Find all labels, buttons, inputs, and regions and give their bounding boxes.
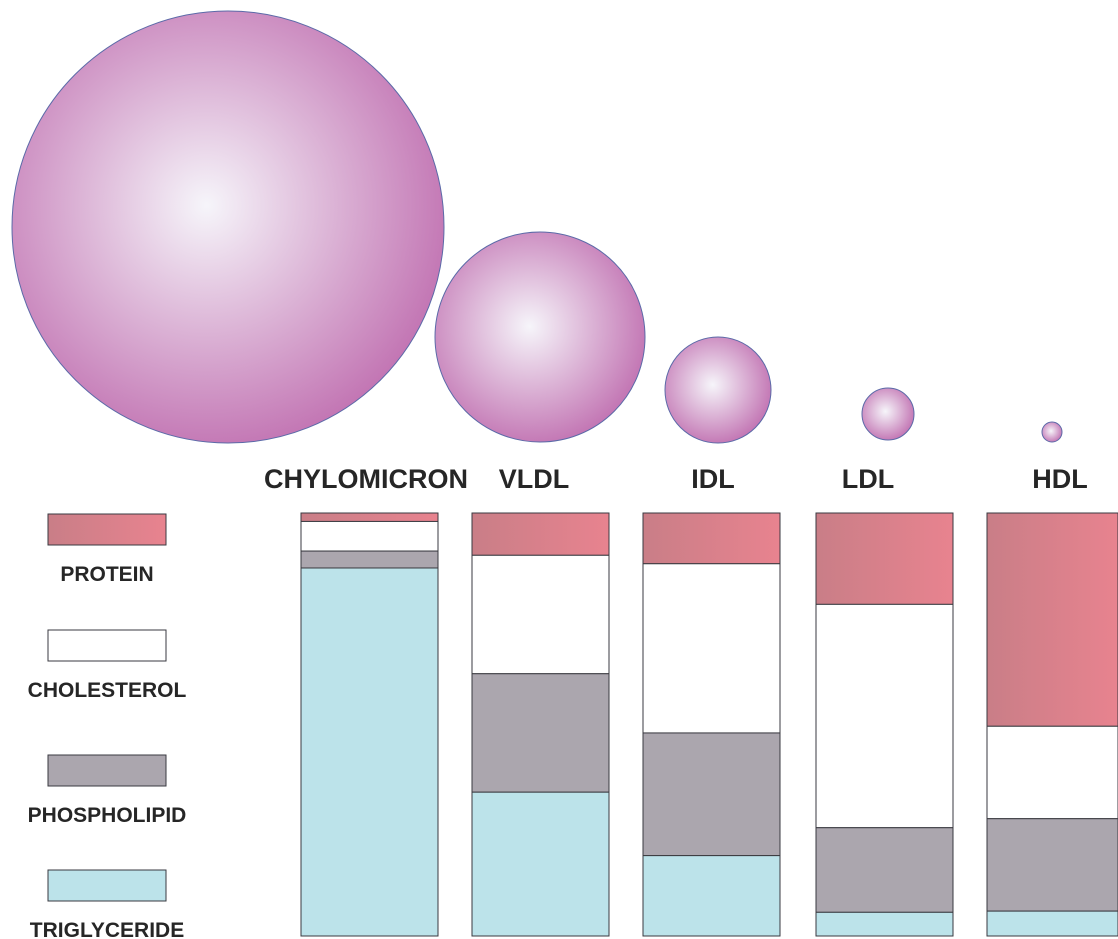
ldl-protein-segment [815, 512, 954, 605]
legend-swatch-cholesterol [47, 629, 167, 662]
vldl-label: VLDL [499, 464, 570, 494]
vldl-particle-sphere [434, 231, 646, 443]
legend-item-phospholipid: PHOSPHOLIPID [28, 754, 187, 827]
legend-item-triglyceride: TRIGLYCERIDE [30, 869, 184, 939]
ldl-triglyceride-segment [815, 911, 954, 937]
idl-bar [642, 512, 781, 937]
ldl-label: LDL [842, 464, 894, 494]
composition-bars [300, 512, 1118, 937]
legend-label-triglyceride: TRIGLYCERIDE [30, 919, 184, 939]
vldl-protein-segment [471, 512, 610, 556]
hdl-protein-segment [986, 512, 1118, 727]
hdl-bar [986, 512, 1118, 937]
chylomicron-label: CHYLOMICRON [264, 464, 468, 494]
legend-label-cholesterol: CHOLESTEROL [28, 679, 187, 702]
vldl-phospholipid-segment [471, 673, 610, 793]
ldl-bar [815, 512, 954, 937]
idl-label: IDL [691, 464, 735, 494]
idl-cholesterol-segment [642, 563, 781, 734]
hdl-label: HDL [1032, 464, 1088, 494]
idl-triglyceride-segment [642, 855, 781, 937]
hdl-cholesterol-segment [986, 725, 1118, 820]
ldl-phospholipid-segment [815, 827, 954, 913]
legend-item-cholesterol: CHOLESTEROL [28, 629, 187, 702]
idl-protein-segment [642, 512, 781, 565]
legend: PROTEIN CHOLESTEROL PHOSPHOLIPID TRIGLYCERI… [28, 513, 187, 939]
ldl-cholesterol-segment [815, 603, 954, 829]
category-labels: CHYLOMICRON VLDL IDL LDL HDL [264, 464, 1088, 494]
vldl-triglyceride-segment [471, 791, 610, 937]
hdl-phospholipid-segment [986, 818, 1118, 912]
chylomicron-phospholipid-segment [300, 550, 439, 569]
hdl-triglyceride-segment [986, 910, 1118, 937]
legend-swatch-phospholipid [47, 754, 167, 787]
chylomicron-particle-sphere [11, 10, 445, 444]
hdl-particle-sphere [1041, 421, 1063, 443]
legend-label-phospholipid: PHOSPHOLIPID [28, 804, 187, 827]
chylomicron-cholesterol-segment [300, 520, 439, 552]
legend-swatch-triglyceride [47, 869, 167, 902]
chylomicron-bar [300, 512, 439, 937]
legend-item-protein: PROTEIN [47, 513, 167, 586]
vldl-cholesterol-segment [471, 554, 610, 675]
idl-phospholipid-segment [642, 732, 781, 857]
chylomicron-triglyceride-segment [300, 567, 439, 937]
legend-label-protein: PROTEIN [60, 563, 153, 586]
chylomicron-protein-segment [300, 512, 439, 522]
particle-size-spheres [11, 10, 1063, 444]
legend-swatch-protein [47, 513, 167, 546]
ldl-particle-sphere [861, 387, 915, 441]
idl-particle-sphere [664, 336, 772, 444]
vldl-bar [471, 512, 610, 937]
